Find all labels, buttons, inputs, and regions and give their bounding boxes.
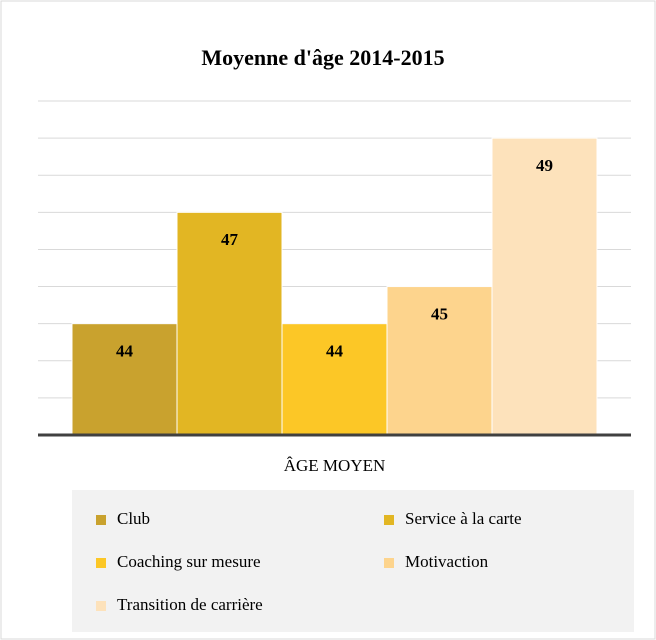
legend-box bbox=[72, 490, 634, 632]
data-label: 49 bbox=[536, 156, 553, 175]
data-label: 44 bbox=[326, 342, 344, 361]
bar bbox=[281, 323, 388, 436]
bar bbox=[176, 211, 283, 436]
legend-swatch bbox=[384, 558, 394, 568]
legend-label: Transition de carrière bbox=[117, 595, 263, 614]
legend-swatch bbox=[96, 515, 106, 525]
chart-title: Moyenne d'âge 2014-2015 bbox=[201, 45, 444, 70]
x-tick-label: ÂGE MOYEN bbox=[284, 456, 386, 475]
bar bbox=[386, 286, 493, 436]
legend-label: Service à la carte bbox=[405, 509, 522, 528]
data-label: 47 bbox=[221, 230, 239, 249]
legend-label: Coaching sur mesure bbox=[117, 552, 261, 571]
legend-swatch bbox=[384, 515, 394, 525]
legend-label: Motivaction bbox=[405, 552, 489, 571]
legend-label: Club bbox=[117, 509, 150, 528]
legend-swatch bbox=[96, 558, 106, 568]
legend-swatch bbox=[96, 601, 106, 611]
bar bbox=[71, 323, 178, 436]
data-label: 45 bbox=[431, 304, 448, 323]
data-label: 44 bbox=[116, 342, 134, 361]
bar bbox=[491, 137, 598, 436]
